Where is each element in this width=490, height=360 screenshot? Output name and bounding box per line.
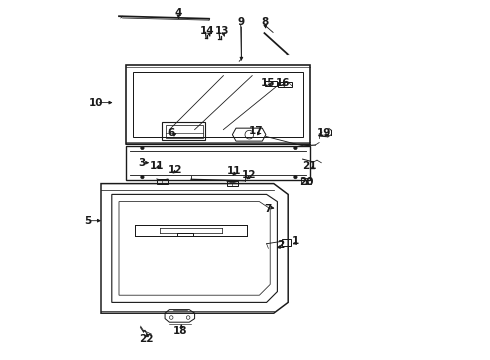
Text: 15: 15 [261,78,276,88]
Circle shape [294,146,297,150]
Text: 22: 22 [139,334,153,344]
Text: 18: 18 [173,326,188,336]
Circle shape [141,175,144,179]
Text: 7: 7 [265,204,272,214]
Text: 16: 16 [275,78,290,88]
Circle shape [141,146,144,150]
Text: 14: 14 [200,26,215,36]
Text: 17: 17 [248,126,263,136]
Circle shape [294,175,297,179]
Text: 8: 8 [261,17,269,27]
Text: 12: 12 [242,170,256,180]
Text: 4: 4 [175,8,182,18]
Text: 12: 12 [168,165,182,175]
Text: 1: 1 [292,236,299,246]
Text: 9: 9 [238,17,245,27]
Text: 11: 11 [227,166,242,176]
Text: 13: 13 [214,26,229,36]
Text: 21: 21 [302,161,317,171]
Text: 5: 5 [84,216,91,226]
Text: 6: 6 [168,128,175,138]
Text: 19: 19 [317,128,331,138]
Text: 3: 3 [139,158,146,168]
Text: 10: 10 [88,98,103,108]
Text: 2: 2 [277,240,285,250]
Text: 11: 11 [149,161,164,171]
Text: 20: 20 [299,177,314,187]
